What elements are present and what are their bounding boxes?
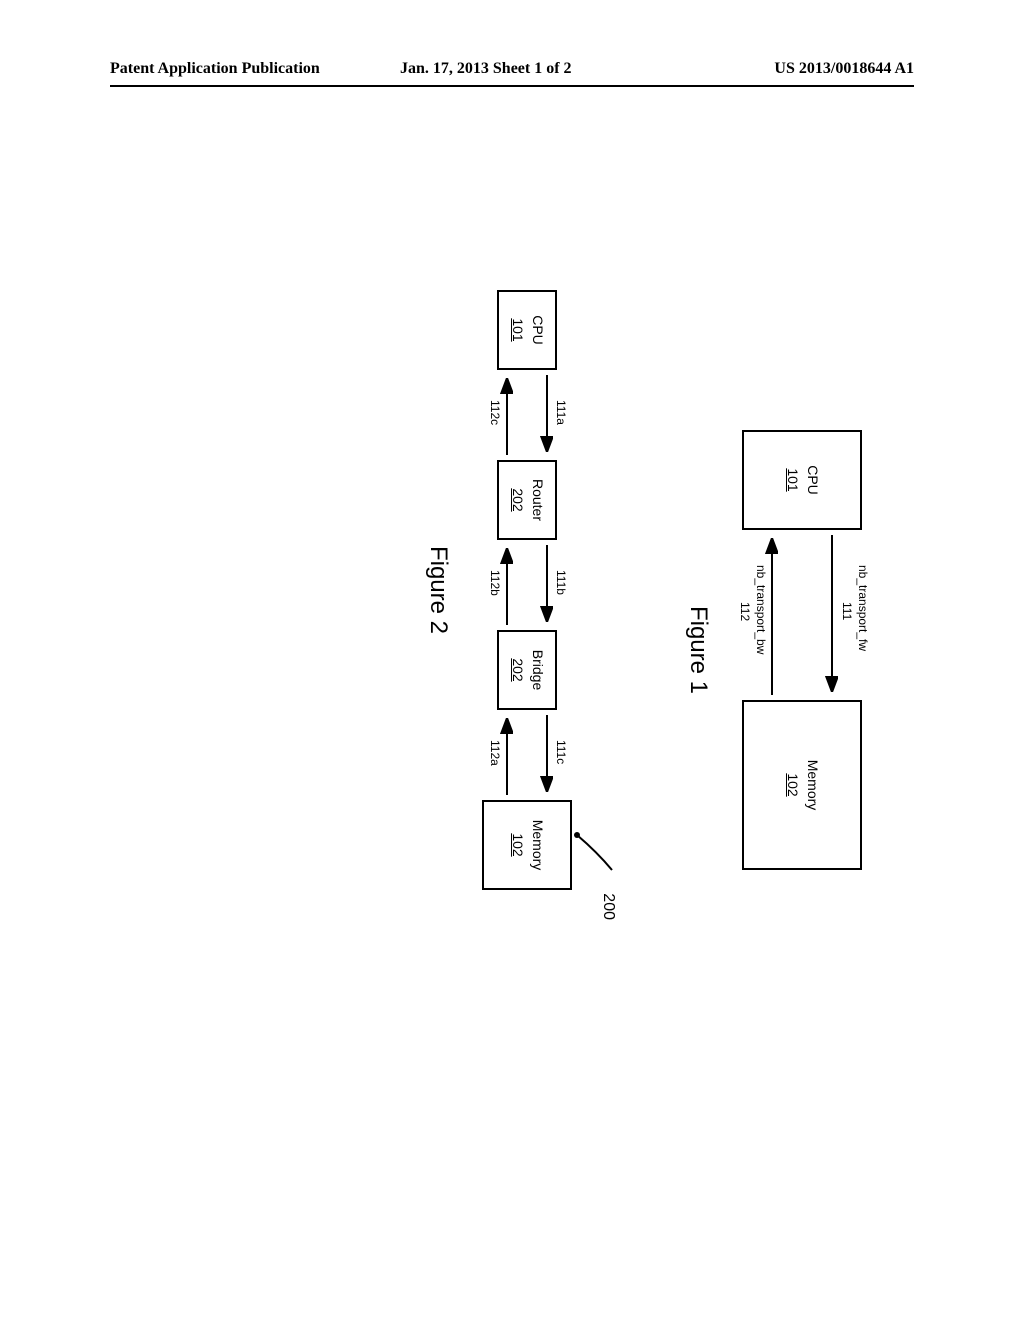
figure-1-caption: Figure 1 — [684, 606, 712, 694]
system-ref: 200 — [599, 893, 617, 920]
memory-label-2: Memory — [527, 820, 547, 871]
memory-ref-2: 102 — [507, 833, 527, 856]
cpu-ref-2: 101 — [507, 318, 527, 341]
cpu-ref: 101 — [782, 468, 802, 491]
fig2-conn-1: 111a 112c — [482, 370, 572, 460]
header-right-text: US 2013/0018644 A1 — [774, 60, 914, 78]
figure-1-group: CPU 101 nb_trans — [684, 430, 862, 870]
fw-label-name: nb_transport_fw — [856, 565, 870, 651]
figure-2-group: 200 CPU 101 111a 112c Router 202 — [424, 290, 572, 890]
fw-label-ref: 111 — [840, 602, 854, 620]
cpu-block-2: CPU 101 — [497, 290, 557, 370]
conn1-bot-ref: 112c — [488, 400, 502, 425]
header-center-text: Jan. 17, 2013 Sheet 1 of 2 — [400, 60, 572, 78]
router-ref: 202 — [507, 488, 527, 511]
bridge-block: Bridge 202 — [497, 630, 557, 710]
header-left-text: Patent Application Publication — [110, 60, 320, 78]
header-divider — [110, 85, 914, 87]
fig2-conn-3: 111c 112a — [482, 710, 572, 800]
diagrams-wrapper: CPU 101 nb_trans — [162, 270, 862, 1170]
bridge-ref: 202 — [507, 658, 527, 681]
fig2-conn-2: 111b 112b — [482, 540, 572, 630]
conn2-top-ref: 111b — [554, 570, 568, 595]
figure-2-caption: Figure 2 — [424, 546, 452, 634]
bw-label-name: nb_transport_bw — [754, 565, 768, 654]
bw-label-ref: 112 — [738, 602, 752, 621]
memory-block-2: Memory 102 — [482, 800, 572, 890]
router-label: Router — [527, 479, 547, 521]
memory-label: Memory — [802, 760, 822, 811]
figure-1-diagram: CPU 101 nb_trans — [742, 430, 862, 870]
conn2-bot-ref: 112b — [488, 570, 502, 596]
cpu-label-2: CPU — [527, 315, 547, 345]
router-block: Router 202 — [497, 460, 557, 540]
memory-block: Memory 102 — [742, 700, 862, 870]
conn3-top-ref: 111c — [554, 740, 568, 764]
cpu-label: CPU — [802, 465, 822, 495]
figure-2-diagram: CPU 101 111a 112c Router 202 — [482, 290, 572, 890]
cpu-block: CPU 101 — [742, 430, 862, 530]
conn1-top-ref: 111a — [554, 400, 568, 425]
conn3-bot-ref: 112a — [488, 740, 502, 766]
fig1-connector: nb_transport_fw 111 nb_transport_bw 112 — [742, 530, 862, 700]
memory-ref: 102 — [782, 773, 802, 796]
bridge-label: Bridge — [527, 650, 547, 690]
